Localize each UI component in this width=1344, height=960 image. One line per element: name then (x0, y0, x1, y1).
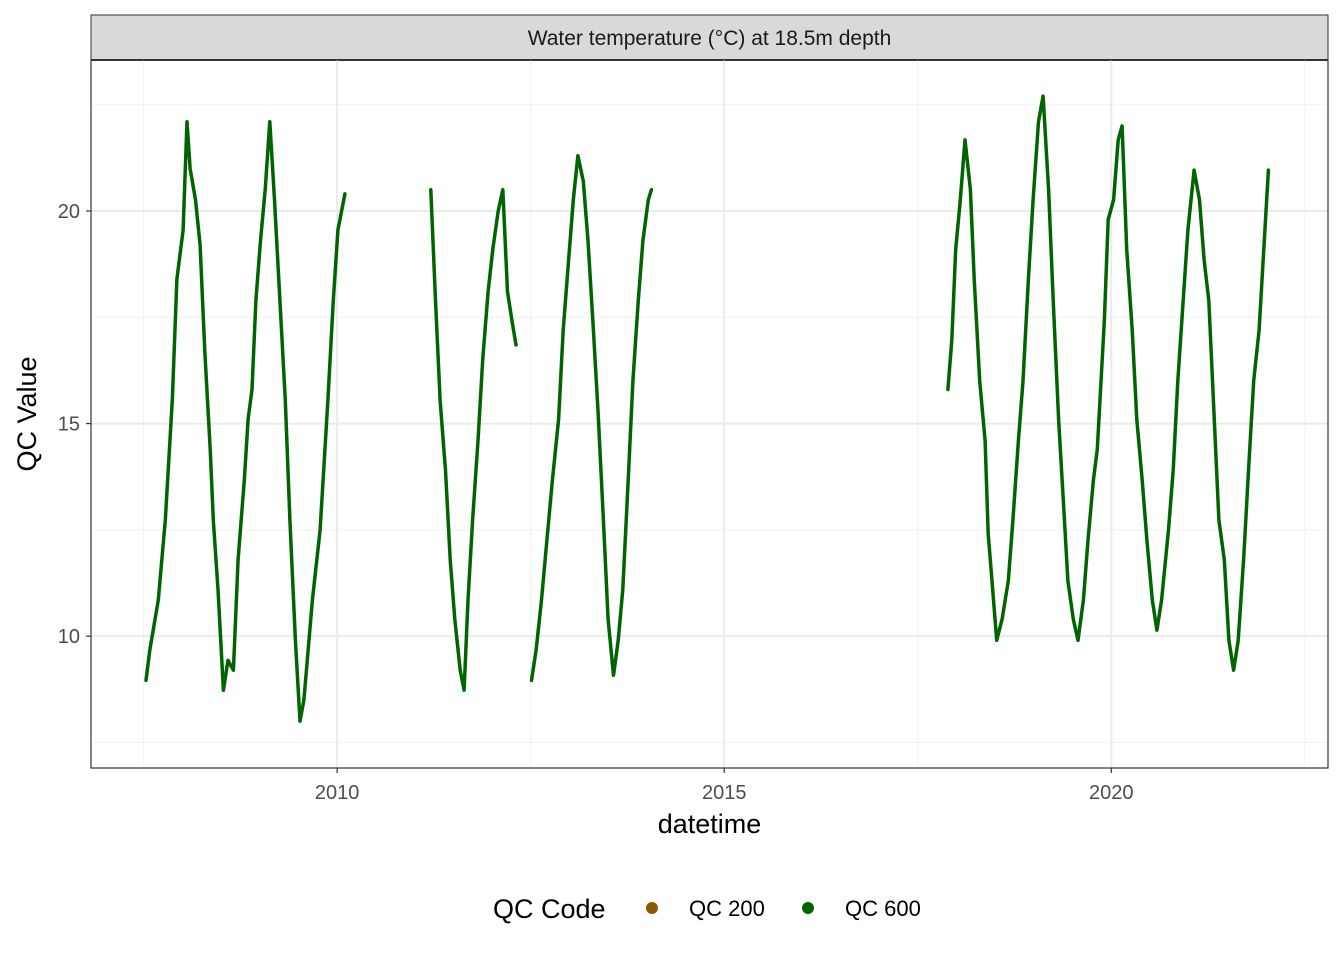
series-segment-qc-600 (529, 153, 654, 683)
strip-background (90, 14, 1329, 61)
strip-title: Water temperature (°C) at 18.5m depth (528, 27, 892, 50)
legend: QC Code QC 200 QC 600 (493, 894, 921, 924)
legend-title: QC Code (493, 894, 606, 924)
y-tick-label: 15 (58, 414, 80, 436)
x-tick-label: 2020 (1089, 782, 1134, 804)
plot-panel-border (90, 59, 1329, 769)
x-tick-label: 2015 (702, 782, 747, 804)
series-layer (144, 94, 1271, 723)
y-tick-label: 10 (58, 626, 80, 648)
legend-label-qc-600: QC 600 (845, 896, 921, 921)
y-axis: 10 15 20 (58, 201, 91, 648)
series-segment-qc-600 (144, 119, 347, 723)
gridlines (91, 60, 1328, 768)
legend-key-qc-600 (802, 902, 814, 914)
x-axis: 2010 2015 2020 (315, 768, 1134, 804)
x-tick-label: 2010 (315, 782, 360, 804)
y-tick-label: 20 (58, 201, 80, 223)
series-segment-qc-600 (429, 187, 518, 692)
y-axis-label: QC Value (12, 356, 42, 471)
legend-key-qc-200 (646, 902, 658, 914)
legend-label-qc-200: QC 200 (689, 896, 765, 921)
series-segment-qc-600 (946, 94, 1271, 672)
x-axis-label: datetime (658, 809, 762, 839)
